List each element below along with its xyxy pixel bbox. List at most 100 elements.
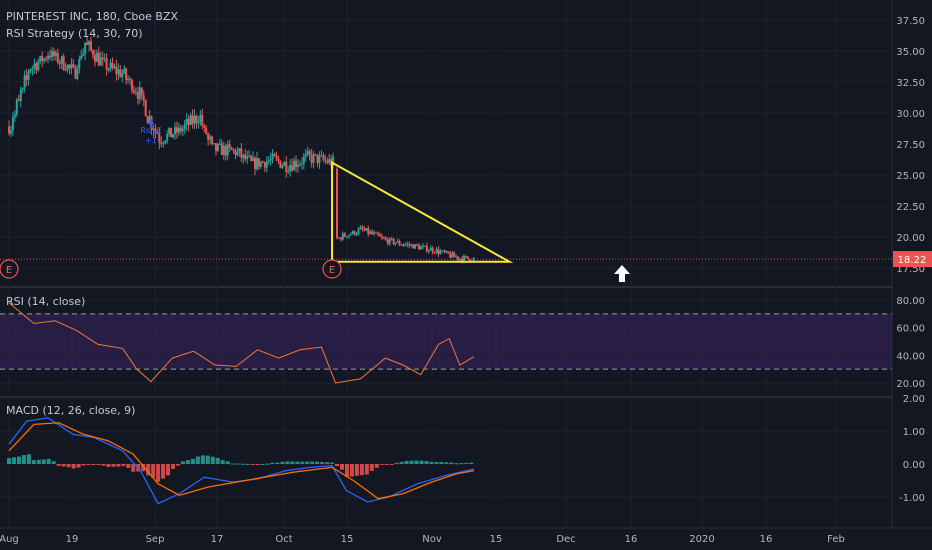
candle-body [76,68,79,79]
macd-histogram [7,454,474,482]
macd-histogram-bar [180,461,185,464]
candle-body [19,89,22,101]
candle-body [224,145,227,156]
macd-histogram-bar [364,464,369,475]
candle-body [427,250,430,252]
candle-body [52,51,55,56]
candle-body [271,153,274,160]
candle-body [119,69,122,78]
candle-body [386,239,389,244]
rsi-tick-label: 60.00 [896,324,925,335]
macd-histogram-bar [166,464,171,476]
macd-histogram-bar [325,462,330,464]
earnings-marker-label: E [6,265,12,276]
candle-body [304,154,307,157]
candle-body [437,248,440,255]
macd-histogram-bar [449,462,454,464]
candle-body [56,52,59,63]
macd-histogram-bar [36,459,41,464]
macd-histogram-bar [330,462,335,464]
macd-histogram-bar [21,455,26,464]
macd-histogram-bar [354,464,359,476]
candle-body [8,126,10,134]
macd-histogram-bar [295,461,300,464]
candle-body [261,161,264,163]
candle-body [312,154,315,163]
candle-body [421,245,424,248]
candle-body [349,233,352,236]
candle-body [33,63,36,68]
candle-body [37,61,40,71]
candle-body [17,99,20,101]
macd-histogram-bar [335,464,340,467]
candle-body [460,258,463,262]
candle-body [113,66,116,68]
candle-body [103,58,106,60]
macd-histogram-bar [200,455,205,464]
macd-histogram-bar [26,454,31,464]
macd-histogram-bar [151,464,156,478]
candle-body [86,42,89,45]
candle-body [58,62,61,64]
macd-histogram-bar [444,462,449,464]
macd-histogram-bar [310,461,315,464]
candle-body [244,154,247,159]
candle-body [377,233,380,235]
price-tick-label: 32.50 [896,78,925,89]
candle-body [404,244,407,246]
candle-body [60,56,63,64]
candle-body [337,237,340,239]
macd-histogram-bar [101,464,106,466]
date-tick-label: 2020 [689,534,714,545]
macd-histogram-bar [464,462,469,464]
candle-body [134,92,137,94]
candle-body [246,156,249,159]
date-tick-label: 16 [760,534,773,545]
candle-body [90,41,93,51]
candle-body [468,258,471,262]
candle-body [31,67,34,70]
candle-body [242,154,245,158]
candle-body [185,118,188,125]
date-tick-label: Sep [146,534,165,545]
candle-body [201,114,204,126]
candle-body [166,134,169,141]
macd-histogram-bar [46,458,51,464]
date-tick-label: 19 [66,534,79,545]
candle-body [115,66,118,74]
candle-body [168,127,171,135]
macd-histogram-bar [76,464,81,468]
candle-body [359,227,362,230]
candle-body [173,127,176,135]
candle-body [353,231,356,235]
candle-body [121,72,124,78]
candle-body [88,41,91,45]
buy-signal-icon [148,118,154,124]
candle-body [9,130,12,134]
candle-body [255,158,258,169]
candle-body [316,154,319,164]
candle-body [310,154,313,163]
candle-body [248,155,251,157]
price-tick-label: 27.50 [896,140,925,151]
macd-histogram-bar [81,464,86,466]
macd-tick-label: 0.00 [903,460,925,471]
macd-histogram-bar [210,456,215,464]
candle-body [49,55,52,58]
macd-tick-label: -1.00 [899,493,925,504]
candle-body [170,127,173,138]
candle-body [199,114,202,123]
candle-body [216,143,219,151]
candle-body [419,247,422,250]
macd-histogram-bar [454,463,459,465]
macd-histogram-bar [285,461,290,464]
candle-body [345,236,348,238]
candles [8,36,475,264]
candle-body [408,244,411,246]
candle-body [466,256,469,259]
symbol-title: PINTEREST INC, 180, Cboe BZX [6,10,178,23]
macd-histogram-bar [424,461,429,464]
candle-body [54,52,57,56]
candle-body [197,122,200,124]
